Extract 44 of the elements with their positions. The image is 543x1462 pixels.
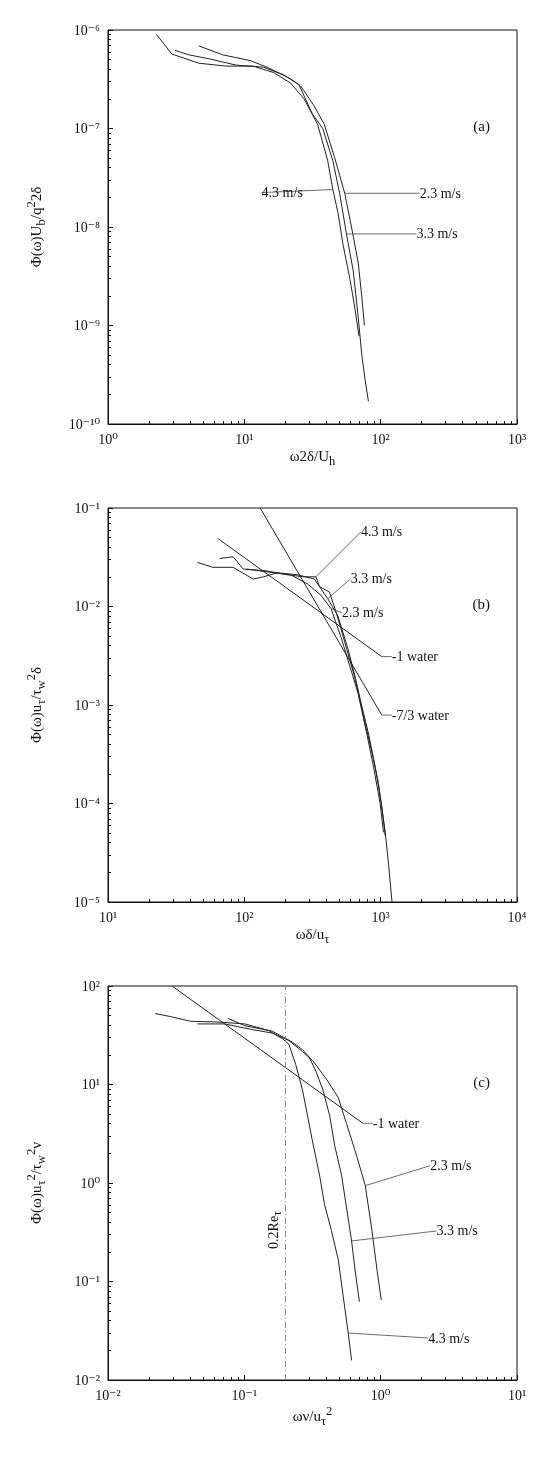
annotation: (b) (472, 595, 491, 613)
series-label: -1 water (372, 1115, 420, 1131)
text: 4.3 m/s (428, 1330, 470, 1346)
x-tick-label: 10⁴ (507, 909, 527, 925)
y-tick-label: 10² (81, 978, 100, 994)
x-tick-label: 10⁻² (95, 1387, 121, 1403)
x-tick-label: 10³ (371, 909, 390, 925)
x-axis-title: ω2δ/U$_{h}$ (288, 448, 337, 469)
series-label: 2.3 m/s (342, 605, 384, 621)
y-tick-label: 10⁻⁴ (73, 796, 101, 811)
y-tick-label: 10⁻⁸ (73, 219, 101, 235)
x-axis-title: ωδ/u$_{τ}$ (294, 926, 331, 947)
y-tick-label: 10⁻⁵ (73, 894, 101, 910)
y-tick-label: 10⁰ (80, 1175, 101, 1191)
y-tick-label: 10⁻³ (74, 697, 100, 713)
x-tick-label: 10⁰ (370, 1387, 391, 1403)
series-label: 3.3 m/s (350, 571, 392, 587)
y-tick-label: 10⁻⁶ (73, 22, 101, 38)
y-tick-label: 10⁻¹ (74, 500, 100, 516)
y-tick-label: 10⁻¹ (74, 1274, 100, 1289)
y-tick-label: 10⁻² (74, 599, 100, 614)
text: 2.3 m/s (419, 185, 461, 201)
text: 2.3 m/s (430, 1158, 472, 1174)
x-tick-label: 10² (235, 909, 254, 925)
y-tick-label: 10⁻¹⁰ (68, 416, 101, 432)
x-tick-label: 10⁻¹ (231, 1387, 258, 1403)
x-tick-label: 10¹ (235, 431, 254, 447)
text: 4.3 m/s (360, 524, 403, 540)
x-tick-label: 10⁰ (98, 431, 119, 447)
x-tick-label: 10¹ (98, 909, 118, 925)
y-tick-label: 10⁻² (74, 1372, 100, 1388)
series-label: -1 water (391, 649, 439, 665)
text: 3.3 m/s (436, 1223, 478, 1239)
text: 4.3 m/s (261, 185, 303, 201)
y-tick-label: 10⁻⁷ (73, 121, 101, 136)
annotation: (c) (473, 1073, 491, 1091)
x-tick-label: 10² (371, 431, 390, 447)
x-tick-label: 10³ (507, 431, 527, 447)
y-tick-label: 10¹ (81, 1077, 100, 1092)
text: 3.3 m/s (416, 226, 458, 242)
x-tick-label: 10¹ (507, 1387, 527, 1403)
y-tick-label: 10⁻⁹ (73, 318, 101, 333)
annotation: (a) (473, 117, 491, 135)
series-label: -7/3 water (391, 707, 450, 723)
